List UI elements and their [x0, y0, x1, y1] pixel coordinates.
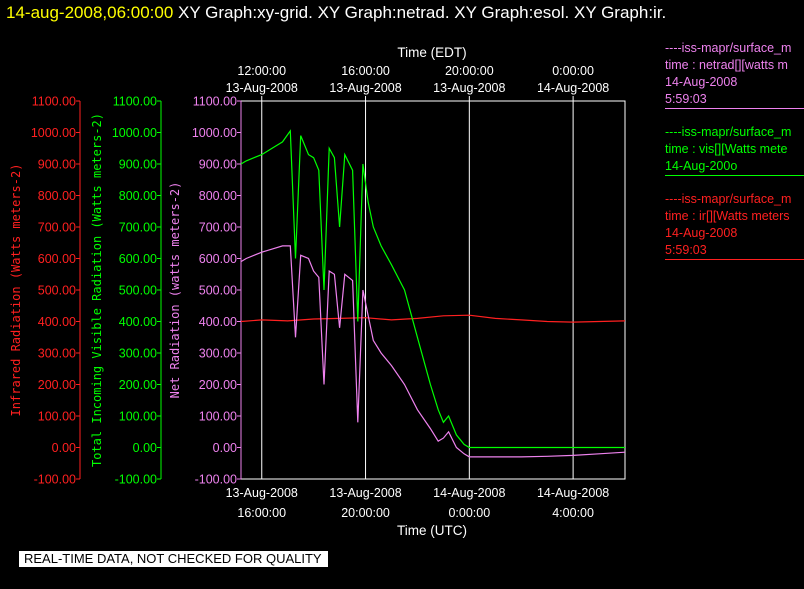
x-top-tick-time: 0:00:00 — [552, 64, 594, 78]
legend-title: ----iss-mapr/surface_m — [665, 125, 792, 139]
y-tick-label: 700.00 — [119, 221, 157, 235]
y-tick-label: 400.00 — [199, 315, 237, 329]
y-tick-label: 1100.00 — [32, 95, 76, 109]
y-tick-label: 500.00 — [199, 284, 237, 298]
x-top-tick-date: 13-Aug-2008 — [329, 81, 401, 95]
x-bottom-axis-title: Time (UTC) — [397, 523, 467, 538]
x-bottom-tick-time: 20:00:00 — [341, 506, 390, 520]
x-bottom-tick-date: 14-Aug-2008 — [433, 486, 505, 500]
header-graph-titles: XY Graph:xy-grid. XY Graph:netrad. XY Gr… — [178, 3, 667, 22]
series-line-2 — [240, 129, 625, 449]
y-tick-label: 200.00 — [38, 378, 76, 392]
legend-title: ----iss-mapr/surface_m — [665, 41, 792, 55]
y-tick-label: 200.00 — [119, 378, 157, 392]
x-top-tick-date: 14-Aug-2008 — [537, 81, 609, 95]
y-axis-title-3: Net Radiation (watts meters-2) — [168, 182, 182, 399]
y-tick-label: 1100.00 — [113, 95, 157, 109]
y-tick-label: 500.00 — [38, 284, 76, 298]
x-top-tick-date: 13-Aug-2008 — [226, 81, 298, 95]
y-tick-label: 900.00 — [38, 158, 76, 172]
y-tick-label: 500.00 — [119, 284, 157, 298]
legend-desc: time : vis[][Watts mete — [665, 142, 788, 156]
legend-desc: time : ir[][Watts meters — [665, 209, 790, 223]
y-tick-label: 0.00 — [133, 441, 157, 455]
y-tick-label: -100.00 — [34, 473, 76, 487]
series-line-1 — [240, 314, 626, 323]
y-tick-label: 1000.00 — [112, 126, 157, 140]
y-tick-label: 800.00 — [199, 189, 237, 203]
legend-title: ----iss-mapr/surface_m — [665, 192, 792, 206]
x-bottom-tick-date: 13-Aug-2008 — [329, 486, 401, 500]
legend-time: 5:59:03 — [665, 92, 707, 106]
x-top-axis-title: Time (EDT) — [397, 45, 466, 60]
series-line-3 — [240, 245, 626, 458]
y-tick-label: 300.00 — [119, 347, 157, 361]
legend-time: 5:59:03 — [665, 243, 707, 257]
legend-rule — [665, 175, 804, 176]
y-tick-label: 700.00 — [199, 221, 237, 235]
y-axis-title-1: Infrared Radiation (Watts meters-2) — [9, 164, 23, 417]
legend-rule — [665, 108, 804, 109]
y-tick-label: 300.00 — [38, 347, 76, 361]
y-tick-label: 100.00 — [38, 410, 76, 424]
x-bottom-tick-time: 16:00:00 — [237, 506, 286, 520]
y-tick-label: 200.00 — [199, 378, 237, 392]
y-tick-label: 900.00 — [199, 158, 237, 172]
x-bottom-tick-time: 4:00:00 — [552, 506, 594, 520]
y-tick-label: -100.00 — [115, 473, 157, 487]
y-tick-label: 1000.00 — [192, 126, 237, 140]
y-tick-label: 1000.00 — [31, 126, 76, 140]
x-bottom-tick-time: 0:00:00 — [448, 506, 490, 520]
y-tick-label: 0.00 — [52, 441, 76, 455]
y-tick-label: 100.00 — [119, 410, 157, 424]
y-tick-label: 900.00 — [119, 158, 157, 172]
quality-notice: REAL-TIME DATA, NOT CHECKED FOR QUALITY — [19, 551, 328, 567]
y-tick-label: 600.00 — [119, 252, 157, 266]
y-tick-label: 1100.00 — [193, 95, 237, 109]
x-top-tick-time: 20:00:00 — [445, 64, 494, 78]
y-tick-label: 100.00 — [199, 410, 237, 424]
y-tick-label: 300.00 — [199, 347, 237, 361]
y-tick-label: 400.00 — [38, 315, 76, 329]
legend-rule — [665, 259, 804, 260]
y-tick-label: 800.00 — [38, 189, 76, 203]
y-tick-label: 800.00 — [119, 189, 157, 203]
legend-date: 14-Aug-2008 — [665, 226, 738, 240]
x-top-tick-time: 12:00:00 — [237, 64, 286, 78]
legend-date: 14-Aug-200o — [665, 159, 738, 173]
x-bottom-tick-date: 13-Aug-2008 — [226, 486, 298, 500]
y-tick-label: 700.00 — [38, 221, 76, 235]
x-bottom-tick-date: 14-Aug-2008 — [537, 486, 609, 500]
x-top-tick-date: 13-Aug-2008 — [433, 81, 505, 95]
x-top-tick-time: 16:00:00 — [341, 64, 390, 78]
y-tick-label: 600.00 — [199, 252, 237, 266]
legend-date: 14-Aug-2008 — [665, 75, 738, 89]
y-axis-title-2: Total Incoming Visible Radiation (Watts … — [90, 113, 104, 467]
header-bar: 14-aug-2008,06:00:00 XY Graph:xy-grid. X… — [6, 3, 666, 23]
legend-desc: time : netrad[][watts m — [665, 58, 788, 72]
y-tick-label: 400.00 — [119, 315, 157, 329]
y-tick-label: -100.00 — [195, 473, 237, 487]
header-timestamp: 14-aug-2008,06:00:00 — [6, 3, 174, 22]
y-tick-label: 600.00 — [38, 252, 76, 266]
y-tick-label: 0.00 — [213, 441, 237, 455]
